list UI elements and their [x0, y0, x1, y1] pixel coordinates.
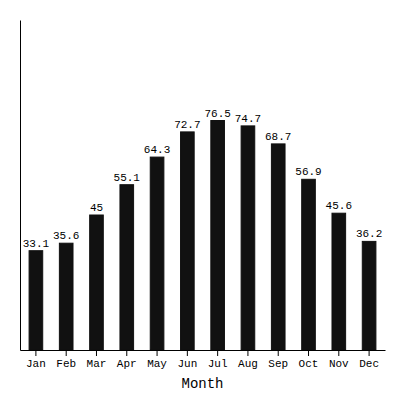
x-tick-label: Dec: [359, 358, 379, 370]
x-tick-label: Sep: [268, 358, 288, 370]
data-label: 55.1: [114, 172, 141, 184]
x-tick-label: Nov: [329, 358, 349, 370]
x-tick: Nov: [329, 350, 349, 370]
x-tick: Feb: [56, 350, 76, 370]
x-tick-label: Apr: [117, 358, 137, 370]
x-tick-mark: [217, 350, 218, 356]
bar: [29, 251, 43, 350]
x-axis: Jan Feb Mar Apr May Jun Jul Aug Sep Oct Nov Dec: [21, 350, 386, 370]
data-labels: 33.135.6 45 55.1 64.3 72.7 76.5 74.7 68.7 56.9 45…: [23, 108, 383, 250]
x-tick: Mar: [87, 350, 107, 370]
bar: [59, 243, 73, 350]
x-tick-label: Jan: [26, 358, 46, 370]
x-tick-label: Feb: [56, 358, 76, 370]
bar: [120, 185, 134, 350]
x-tick: Jul: [208, 350, 228, 370]
x-tick-mark: [247, 350, 248, 356]
x-tick-mark: [338, 350, 339, 356]
x-tick: Jun: [177, 350, 197, 370]
x-tick-label: Oct: [299, 358, 319, 370]
data-label: 76.5: [204, 108, 230, 120]
data-label: 33.1: [23, 238, 50, 250]
x-axis-title: Month: [181, 376, 223, 392]
data-label: 56.9: [295, 166, 321, 178]
x-tick: Apr: [117, 350, 137, 370]
y-axis-line: [20, 21, 21, 351]
x-axis-line: [21, 350, 386, 351]
x-tick-label: Jun: [177, 358, 197, 370]
x-tick-label: Mar: [87, 358, 107, 370]
data-label: 68.7: [265, 131, 291, 143]
data-label: 45: [90, 202, 103, 214]
bar: [150, 157, 164, 350]
data-label: 72.7: [174, 119, 200, 131]
x-tick: May: [147, 350, 167, 370]
x-tick: Jan: [26, 350, 46, 370]
y-axis: [20, 21, 21, 351]
data-label: 74.7: [235, 113, 261, 125]
x-tick-mark: [96, 350, 97, 356]
bar: [271, 144, 285, 350]
x-tick-label: Jul: [208, 358, 228, 370]
x-tick-mark: [35, 350, 36, 356]
x-tick-mark: [126, 350, 127, 356]
x-tick: Dec: [359, 350, 379, 370]
x-tick: Sep: [268, 350, 288, 370]
bar: [241, 126, 255, 350]
x-tick-label: Aug: [238, 358, 258, 370]
bar: [181, 132, 195, 350]
bar: [90, 215, 104, 350]
x-tick: Oct: [299, 350, 319, 370]
x-tick-mark: [66, 350, 67, 356]
x-tick-mark: [369, 350, 370, 356]
x-tick-label: May: [147, 358, 167, 370]
plot-area: Jan Feb Mar Apr May Jun Jul Aug Sep Oct Nov Dec 33.1…: [21, 21, 386, 370]
bars: [29, 121, 376, 351]
chart-svg: Jan Feb Mar Apr May Jun Jul Aug Sep Oct Nov Dec 33.1…: [0, 0, 400, 400]
bar: [302, 179, 316, 350]
bar: [332, 213, 346, 350]
data-label: 35.6: [53, 230, 79, 242]
x-tick-mark: [278, 350, 279, 356]
data-label: 45.6: [326, 200, 352, 212]
x-tick: Aug: [238, 350, 258, 370]
bar: [211, 121, 225, 351]
bar: [362, 241, 376, 350]
x-tick-mark: [187, 350, 188, 356]
data-label: 64.3: [144, 144, 170, 156]
data-label: 36.2: [356, 228, 382, 240]
x-tick-mark: [157, 350, 158, 356]
x-tick-mark: [308, 350, 309, 356]
